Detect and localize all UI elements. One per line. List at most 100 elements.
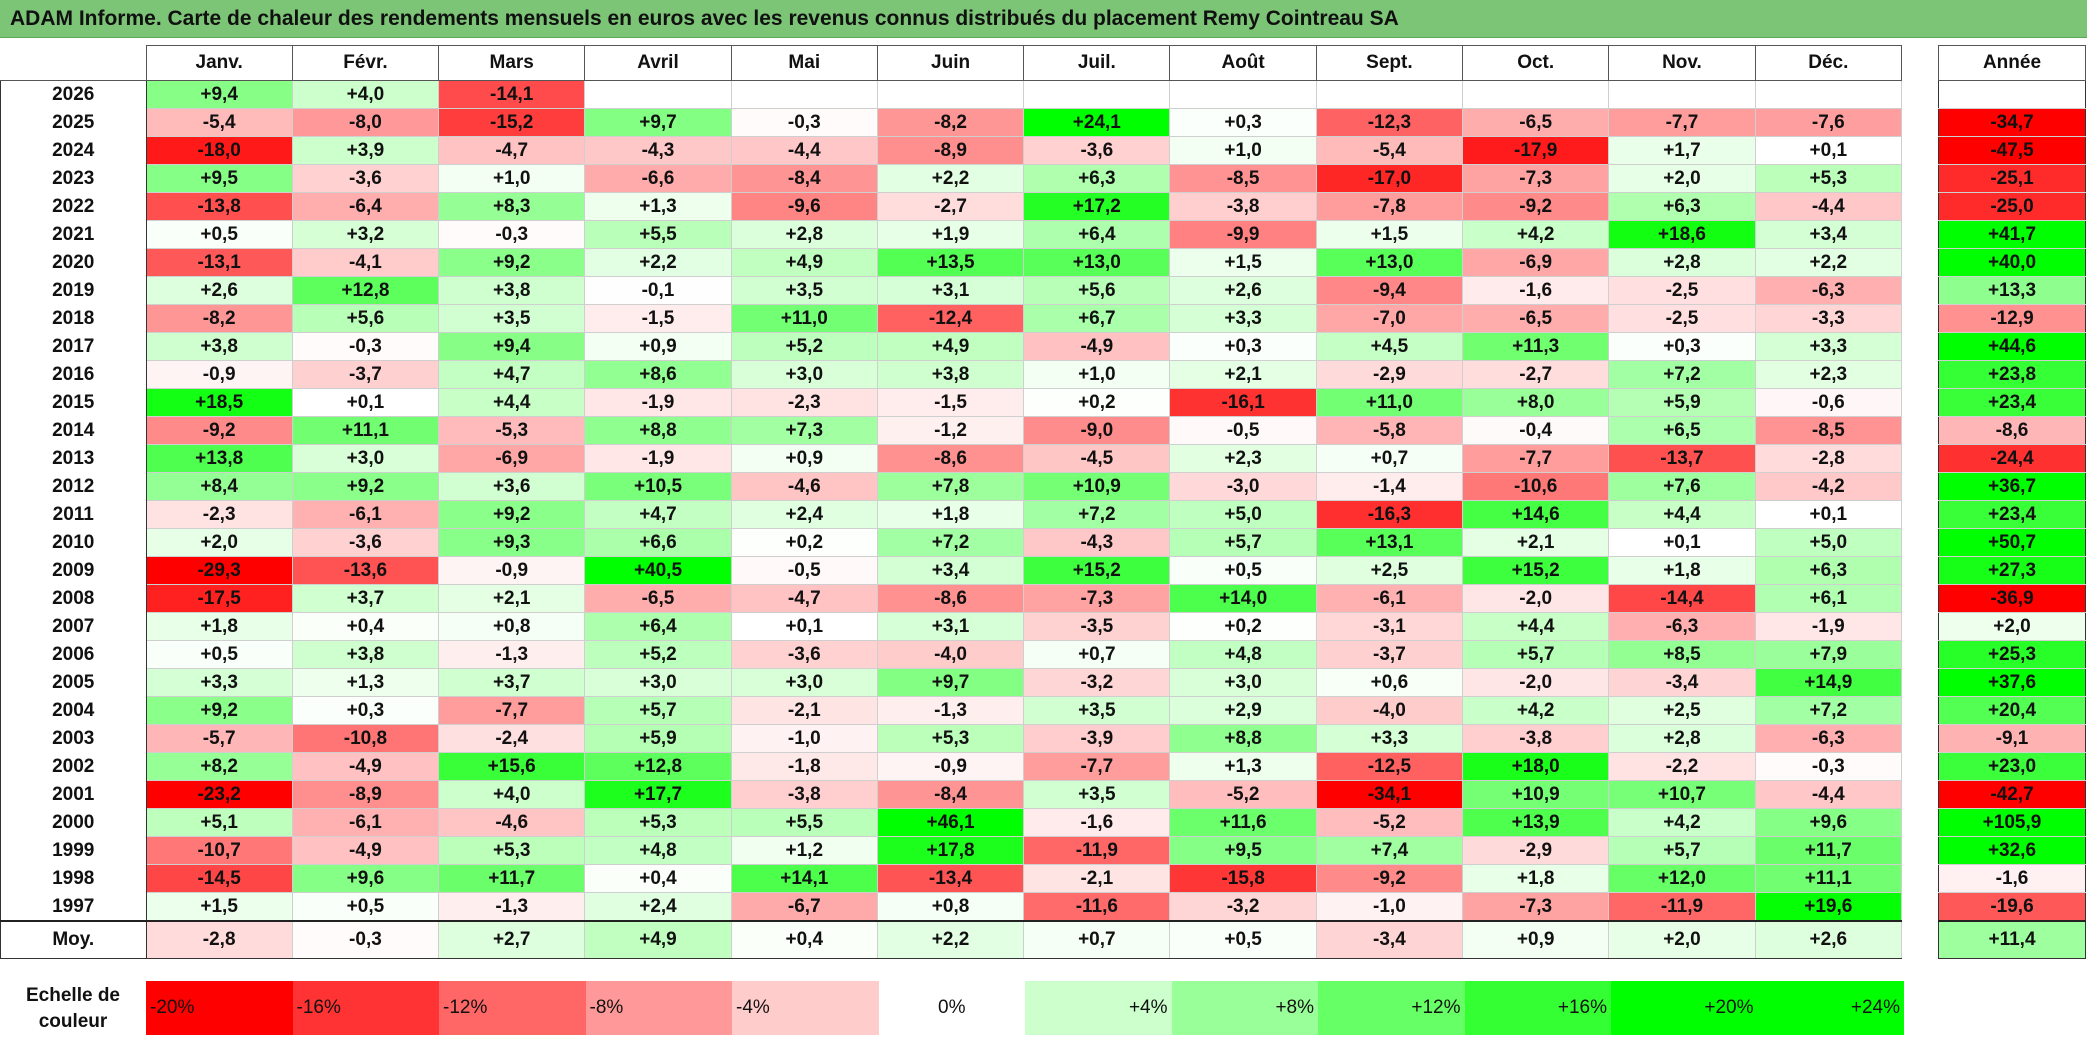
heat-cell: +3,0 <box>730 360 878 389</box>
heat-cell: +3,5 <box>438 304 586 333</box>
heat-cell: -5,2 <box>1315 808 1464 837</box>
heat-cell: -13,4 <box>876 864 1025 893</box>
heat-cell: +2,8 <box>730 220 878 249</box>
annual-row: +25,3 <box>1938 640 2086 669</box>
heat-cell: +11,1 <box>291 416 440 445</box>
heat-cell: +8,4 <box>145 472 293 501</box>
table-row: 2010 +2,0 -3,6 +9,3 +6,6 +0,2 +7,2 -4,3 +5,7 +13,… <box>0 528 1903 557</box>
average-cell: +4,9 <box>584 920 732 959</box>
heat-cell <box>1754 80 1903 109</box>
annual-row: +27,3 <box>1938 556 2086 585</box>
heat-cell: +2,5 <box>1608 696 1756 725</box>
heat-cell: -1,0 <box>1315 892 1464 922</box>
annual-cell: -1,6 <box>1938 864 2086 893</box>
heat-cell: -6,5 <box>584 584 732 613</box>
heat-cell: +12,0 <box>1608 864 1756 893</box>
annual-row: +37,6 <box>1938 668 2086 697</box>
heat-cell: +3,1 <box>876 276 1025 305</box>
heat-cell <box>1023 80 1171 109</box>
heat-cell: +0,6 <box>1315 668 1464 697</box>
heat-cell: +11,7 <box>1754 836 1903 865</box>
annual-cell: +23,4 <box>1938 388 2086 417</box>
heat-cell: -6,7 <box>730 892 878 922</box>
heat-cell: -2,7 <box>876 192 1025 221</box>
heat-cell: +6,7 <box>1023 304 1171 333</box>
table-row: 2026 +9,4 +4,0 -14,1 <box>0 80 1903 109</box>
heat-cell: +14,0 <box>1169 584 1317 613</box>
heat-cell <box>730 80 878 109</box>
heat-cell <box>1169 80 1317 109</box>
monthly-heatmap-table: Janv. Févr. Mars Avril Mai Juin Juil. Août Sept.… <box>0 45 1903 959</box>
heat-cell: -2,7 <box>1462 360 1610 389</box>
heat-cell: +3,0 <box>730 668 878 697</box>
heat-cell: +13,8 <box>145 444 293 473</box>
heat-cell: -4,7 <box>438 136 586 165</box>
heat-cell <box>1315 80 1464 109</box>
heat-cell: -4,9 <box>1023 332 1171 361</box>
heat-cell: -5,8 <box>1315 416 1464 445</box>
heat-cell: +2,9 <box>1169 696 1317 725</box>
chart-title: ADAM Informe. Carte de chaleur des rende… <box>0 0 2087 38</box>
heat-cell: +3,5 <box>730 276 878 305</box>
average-cell: +2,2 <box>876 920 1025 959</box>
annual-row <box>1938 80 2086 109</box>
heat-cell <box>876 80 1025 109</box>
heat-cell: -4,0 <box>1315 696 1464 725</box>
table-row: 2016 -0,9 -3,7 +4,7 +8,6 +3,0 +3,8 +1,0 +2,1 -2,9… <box>0 360 1903 389</box>
heat-cell: +3,3 <box>1169 304 1317 333</box>
table-row: 2015 +18,5 +0,1 +4,4 -1,9 -2,3 -1,5 +0,2 -16,1 +1… <box>0 388 1903 417</box>
heat-cell: +4,8 <box>1169 640 1317 669</box>
heat-cell <box>584 80 732 109</box>
heat-cell: -2,5 <box>1608 304 1756 333</box>
heat-cell: -14,4 <box>1608 584 1756 613</box>
heat-cell: +3,7 <box>291 584 440 613</box>
heat-cell: -3,1 <box>1315 612 1464 641</box>
table-row: 2008 -17,5 +3,7 +2,1 -6,5 -4,7 -8,6 -7,3 +14,0 -6… <box>0 584 1903 613</box>
annual-average-cell: +11,4 <box>1938 920 2086 959</box>
heat-cell: -6,9 <box>1462 248 1610 277</box>
heat-cell: +10,9 <box>1023 472 1171 501</box>
heat-cell: +8,8 <box>1169 724 1317 753</box>
heat-cell: +2,2 <box>1754 248 1903 277</box>
heat-cell: +10,5 <box>584 472 732 501</box>
heat-cell: -7,0 <box>1315 304 1464 333</box>
year-label: 2014 <box>0 416 147 445</box>
heat-cell: +2,5 <box>1315 556 1464 585</box>
table-row: 2019 +2,6 +12,8 +3,8 -0,1 +3,5 +3,1 +5,6 +2,6 -9,… <box>0 276 1903 305</box>
annual-cell: +20,4 <box>1938 696 2086 725</box>
annual-cell: -25,0 <box>1938 192 2086 221</box>
scale-step: -16% <box>292 981 439 1035</box>
heat-cell: -7,7 <box>1462 444 1610 473</box>
average-cell: +0,4 <box>730 920 878 959</box>
heat-cell: +3,5 <box>1023 780 1171 809</box>
heat-cell: +5,0 <box>1754 528 1903 557</box>
annual-row: -47,5 <box>1938 136 2086 165</box>
heat-cell: +4,9 <box>876 332 1025 361</box>
year-label: 1999 <box>0 836 147 865</box>
table-row: 2001 -23,2 -8,9 +4,0 +17,7 -3,8 -8,4 +3,5 -5,2 -3… <box>0 780 1903 809</box>
heat-cell: +0,7 <box>1023 640 1171 669</box>
annual-cell: +105,9 <box>1938 808 2086 837</box>
heat-cell: -4,2 <box>1754 472 1903 501</box>
heat-cell: +7,9 <box>1754 640 1903 669</box>
year-label: 2005 <box>0 668 147 697</box>
heat-cell: +5,3 <box>1754 164 1903 193</box>
heat-cell: -4,7 <box>730 584 878 613</box>
heat-cell: -0,3 <box>730 108 878 137</box>
year-label: 2011 <box>0 500 147 529</box>
heat-cell: +9,2 <box>291 472 440 501</box>
year-label: 2015 <box>0 388 147 417</box>
annual-cell: +23,8 <box>1938 360 2086 389</box>
heat-cell: +1,3 <box>584 192 732 221</box>
heat-cell: +2,3 <box>1169 444 1317 473</box>
heat-cell: -4,4 <box>730 136 878 165</box>
annual-cell: +50,7 <box>1938 528 2086 557</box>
heat-cell: -17,9 <box>1462 136 1610 165</box>
heat-cell: -1,5 <box>584 304 732 333</box>
heat-cell: +9,4 <box>438 332 586 361</box>
heat-cell: +0,5 <box>1169 556 1317 585</box>
heat-cell: -2,1 <box>730 696 878 725</box>
heat-cell: +4,4 <box>438 388 586 417</box>
heat-cell: -17,5 <box>145 584 293 613</box>
heat-cell: -6,1 <box>291 500 440 529</box>
